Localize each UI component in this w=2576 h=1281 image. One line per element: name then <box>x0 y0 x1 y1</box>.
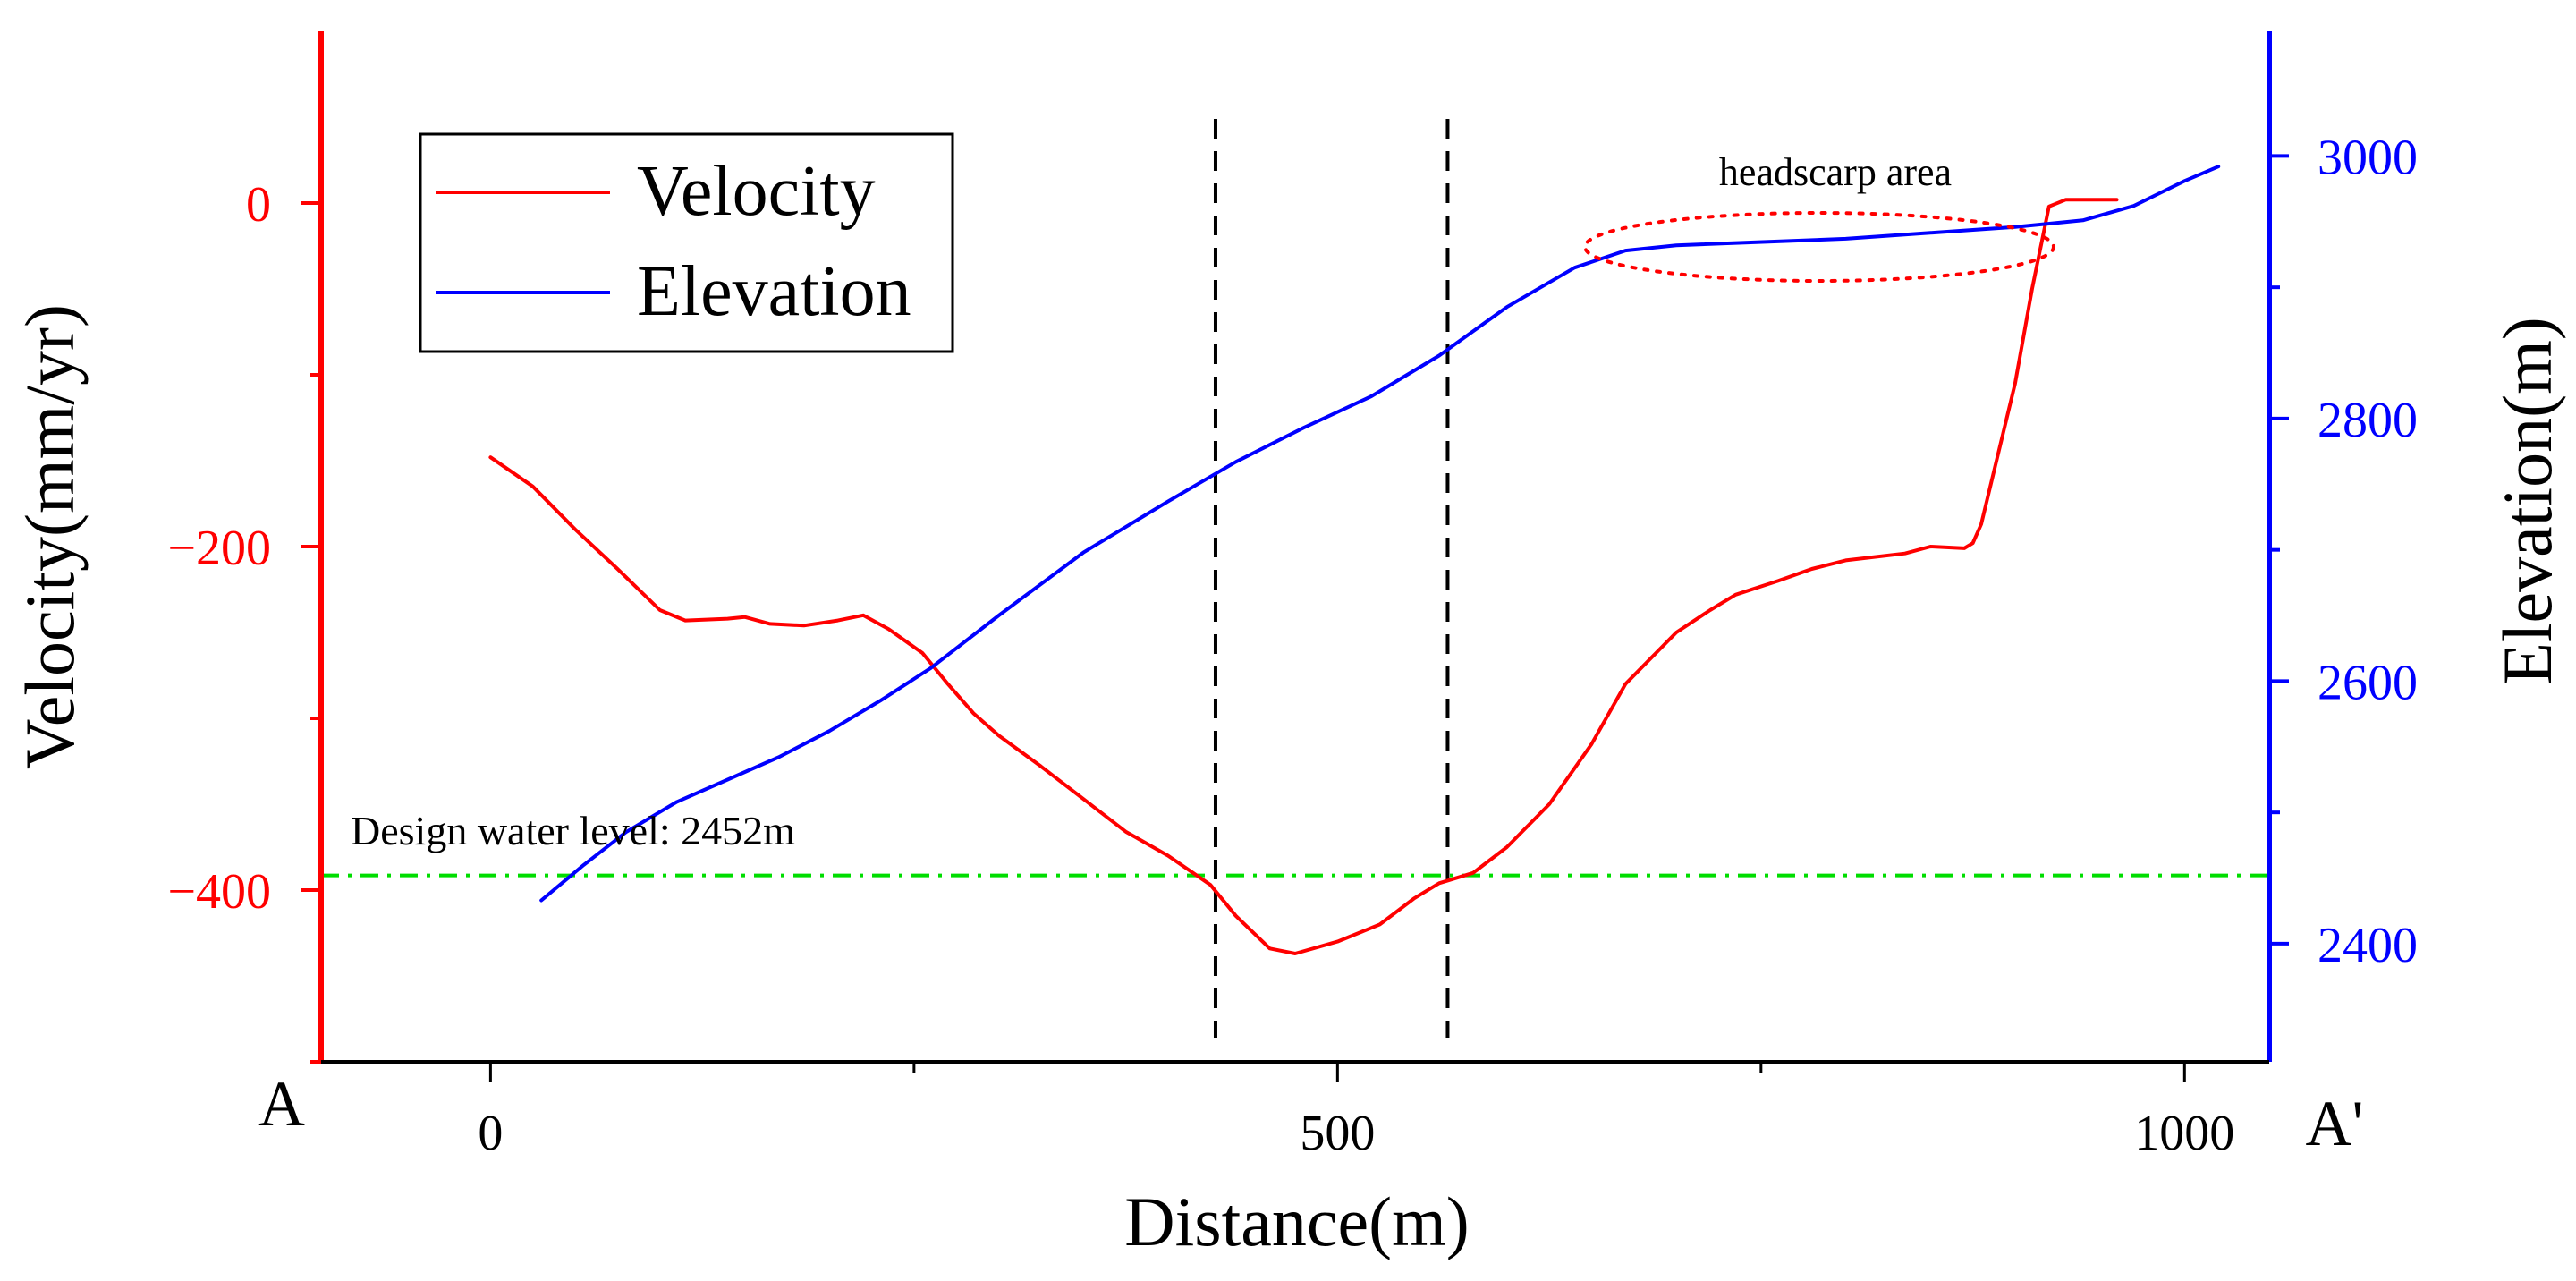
legend-label-velocity: Velocity <box>637 152 876 231</box>
legend: Velocity Elevation <box>419 132 954 353</box>
left-y-axis-tick-label: 0 <box>246 177 271 233</box>
x-axis-tick-label: 0 <box>478 1106 503 1161</box>
right-y-axis-title: Elevation(m) <box>2488 317 2566 685</box>
legend-box <box>419 132 954 353</box>
velocity-series-line <box>488 198 2119 955</box>
profile-end-label: A' <box>2306 1088 2364 1159</box>
profile-start-label: A <box>258 1068 305 1140</box>
left-y-axis-tick-label: −400 <box>167 864 271 920</box>
design-water-level-label: Design water level: 2452m <box>351 808 795 853</box>
left-y-axis-title: Velocity(mm/yr) <box>11 304 89 769</box>
x-axis-tick-label: 1000 <box>2134 1106 2234 1161</box>
x-axis-title: Distance(m) <box>1124 1183 1470 1260</box>
right-y-axis-tick-label: 2800 <box>2318 393 2418 448</box>
reference-lines <box>321 119 2269 1038</box>
x-axis-tick-label: 500 <box>1300 1106 1375 1161</box>
left-y-axis-tick-label: −200 <box>167 521 271 576</box>
elevation-series-line <box>539 165 2221 903</box>
headscarp-area-ellipse <box>1583 211 2055 283</box>
headscarp-area-label: headscarp area <box>1719 150 1952 194</box>
right-y-axis-tick-label: 2400 <box>2318 918 2418 973</box>
annotation-layer: headscarp area <box>1583 150 2055 283</box>
legend-label-elevation: Elevation <box>637 252 911 331</box>
right-y-axis-tick-label: 2600 <box>2318 655 2418 710</box>
right-y-axis-tick-label: 3000 <box>2318 130 2418 185</box>
series-layer <box>488 165 2221 955</box>
axes-layer: 0 500 1000 0 −200 −400 3000 2800 2600 2400 <box>167 31 2418 1161</box>
